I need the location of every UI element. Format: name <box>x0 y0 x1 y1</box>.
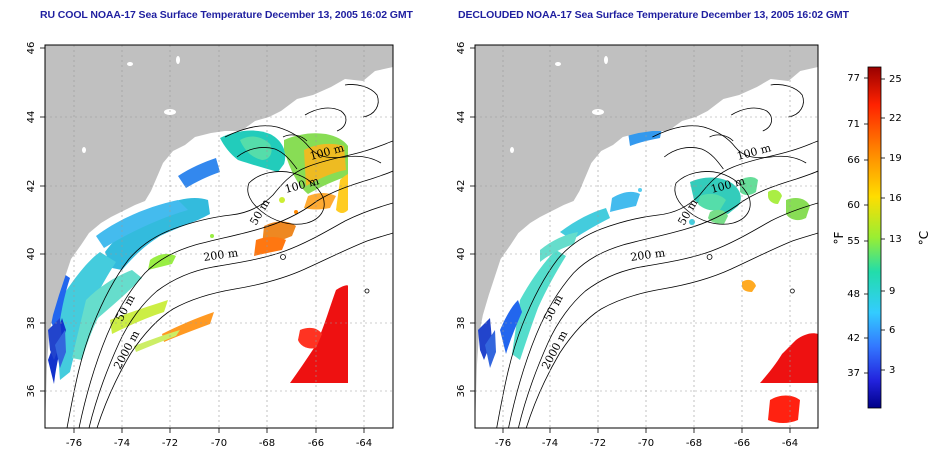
colorbar-unit-fahrenheit: °F <box>832 231 846 244</box>
celsius-label: 9 <box>889 286 895 297</box>
y-tick-label: 44 <box>456 111 467 124</box>
y-tick-label: 38 <box>456 317 467 330</box>
x-tick-label: -70 <box>211 438 227 449</box>
x-tick-label: -72 <box>590 438 606 449</box>
x-tick-label: -64 <box>356 438 372 449</box>
fahrenheit-label: 71 <box>847 119 860 130</box>
y-tick-label: 36 <box>26 385 37 398</box>
celsius-label: 19 <box>889 153 902 164</box>
celsius-label: 13 <box>889 234 902 245</box>
colorbar-gradient <box>867 66 882 409</box>
fahrenheit-label: 55 <box>847 236 860 247</box>
x-tick-label: -76 <box>66 438 82 449</box>
fahrenheit-label: 77 <box>847 73 860 84</box>
fahrenheit-label: 48 <box>847 289 860 300</box>
x-tick-label: -72 <box>162 438 178 449</box>
y-tick-label: 42 <box>26 180 37 193</box>
y-tick-label: 40 <box>456 248 467 261</box>
fahrenheit-label: 37 <box>847 368 860 379</box>
map-title-left: RU COOL NOAA-17 Sea Surface Temperature … <box>40 9 413 21</box>
x-tick-label: -66 <box>734 438 750 449</box>
fahrenheit-label: 66 <box>847 155 860 166</box>
contour-label: 200 m <box>630 246 667 264</box>
y-tick-label: 46 <box>26 42 37 55</box>
axis-ticks-left <box>40 47 365 433</box>
colorbar-unit-celsius: °C <box>917 231 931 245</box>
celsius-label: 16 <box>889 193 902 204</box>
map-panel-right: 100 m 100 m 50 m 200 m 50 m 2000 m -76 -… <box>456 42 819 449</box>
x-tick-label: -68 <box>686 438 702 449</box>
axis-ticks-right <box>470 47 791 433</box>
y-tick-label: 40 <box>26 248 37 261</box>
y-tick-label: 38 <box>26 317 37 330</box>
x-tick-label: -64 <box>782 438 798 449</box>
celsius-label: 3 <box>889 365 895 376</box>
sst-data-right <box>500 125 818 423</box>
y-tick-label: 36 <box>456 385 467 398</box>
x-tick-label: -66 <box>308 438 324 449</box>
x-tick-labels-left: -76 -74 -72 -70 -68 -66 -64 <box>66 438 372 449</box>
y-tick-label: 42 <box>456 180 467 193</box>
map-panel-left: 100 m 100 m 50 m 200 m 50 m 2000 m -76 -… <box>26 42 394 449</box>
y-tick-labels-right: 46 44 42 40 38 36 <box>456 42 467 398</box>
celsius-label: 6 <box>889 325 895 336</box>
y-tick-labels-left: 46 44 42 40 38 36 <box>26 42 37 398</box>
fahrenheit-label: 42 <box>847 333 860 344</box>
contour-label: 200 m <box>203 246 240 264</box>
grid-left <box>45 45 393 428</box>
x-tick-labels-right: -76 -74 -72 -70 -68 -66 -64 <box>495 438 798 449</box>
colorbar: 77 71 66 60 55 48 42 37 25 22 19 16 13 9… <box>832 66 931 409</box>
celsius-label: 25 <box>889 74 902 85</box>
x-tick-label: -70 <box>638 438 654 449</box>
map-title-right: DECLOUDED NOAA-17 Sea Surface Temperatur… <box>458 9 849 21</box>
celsius-label: 22 <box>889 113 902 124</box>
x-tick-label: -68 <box>259 438 275 449</box>
x-tick-label: -74 <box>542 438 558 449</box>
y-tick-label: 46 <box>456 42 467 55</box>
land-water-features-left <box>48 56 180 368</box>
x-tick-label: -76 <box>495 438 511 449</box>
grid-right <box>475 45 818 428</box>
fahrenheit-label: 60 <box>847 200 860 211</box>
y-tick-label: 44 <box>26 111 37 124</box>
x-tick-label: -74 <box>114 438 130 449</box>
colorbar-fahrenheit-labels: 77 71 66 60 55 48 42 37 <box>847 73 860 379</box>
colorbar-celsius-labels: 25 22 19 16 13 9 6 3 <box>889 74 902 376</box>
